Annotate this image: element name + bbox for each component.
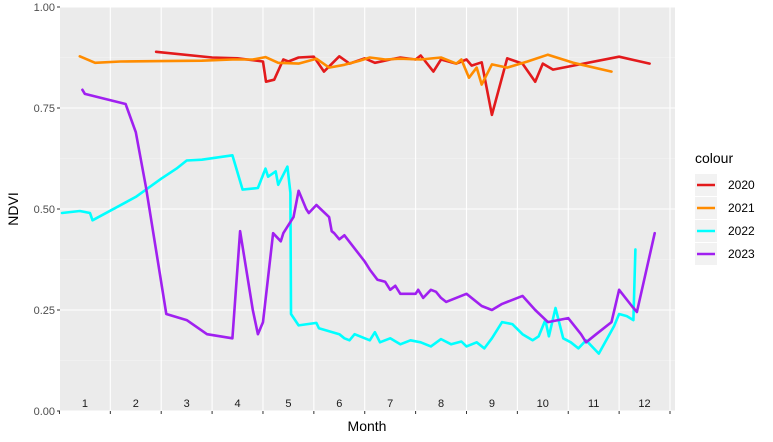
legend-title: colour <box>695 150 733 166</box>
x-tick-label: 10 <box>537 398 549 410</box>
legend-label-2022: 2022 <box>728 224 755 238</box>
y-tick-label: 1.00 <box>34 2 55 14</box>
y-tick-label: 0.00 <box>34 406 55 418</box>
legend-label-2023: 2023 <box>728 247 755 261</box>
x-tick-label: 2 <box>133 398 139 410</box>
legend-label-2020: 2020 <box>728 178 755 192</box>
y-tick-label: 0.25 <box>34 305 55 317</box>
legend: colour 2020 2021 2022 2023 <box>695 150 755 265</box>
x-tick-label: 8 <box>438 398 444 410</box>
x-tick-label: 5 <box>285 398 291 410</box>
series-line-2022 <box>60 154 637 355</box>
y-axis-title: NDVI <box>5 192 21 225</box>
x-tick-label: 6 <box>336 398 342 410</box>
x-axis-title: Month <box>348 418 387 434</box>
series-line-2021 <box>78 53 613 86</box>
x-tick-label: 12 <box>638 398 650 410</box>
x-tick-label: 1 <box>82 398 88 410</box>
x-tick-label: 4 <box>234 398 240 410</box>
y-axis-ticks: 0.00 0.25 0.50 0.75 1.00 <box>34 2 60 418</box>
x-tick-label: 7 <box>387 398 393 410</box>
series-lines <box>60 50 657 355</box>
x-tick-label: 3 <box>184 398 190 410</box>
legend-label-2021: 2021 <box>728 201 755 215</box>
x-axis-ticks: 1 2 3 4 5 6 7 8 9 10 11 12 <box>58 398 671 414</box>
y-tick-label: 0.75 <box>34 103 55 115</box>
series-line-2023 <box>81 88 657 344</box>
x-tick-label: 9 <box>489 398 495 410</box>
x-tick-label: 11 <box>588 398 599 410</box>
y-tick-label: 0.50 <box>34 204 55 216</box>
